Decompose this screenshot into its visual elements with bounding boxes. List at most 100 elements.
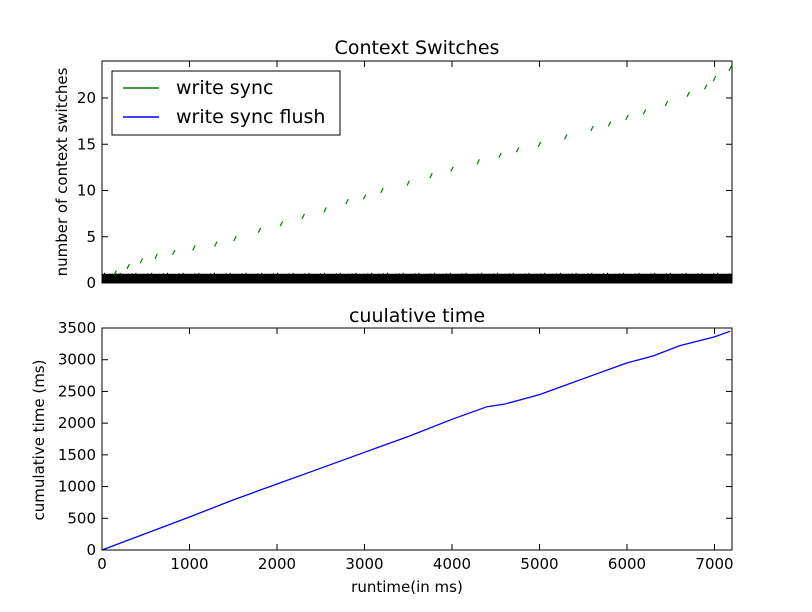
band-speck <box>697 273 699 275</box>
band-speck <box>324 272 326 275</box>
band-speck <box>280 274 282 276</box>
band-speck <box>123 274 125 276</box>
y-tick-label: 1500 <box>58 446 96 464</box>
band-speck <box>603 273 605 275</box>
top-ticks: 0 5 10 15 20 <box>77 61 732 292</box>
band-speck <box>520 273 522 276</box>
series-cumulative-time <box>101 330 731 551</box>
write-sync-point <box>476 159 480 165</box>
band-speck <box>638 272 640 275</box>
band-speck <box>611 274 612 276</box>
band-speck <box>673 274 675 276</box>
band-speck <box>131 273 133 275</box>
band-speck <box>485 274 487 276</box>
band-speck <box>143 273 145 276</box>
band-speck <box>170 274 172 276</box>
band-speck <box>398 273 400 275</box>
band-speck <box>489 273 491 276</box>
band-speck <box>536 273 538 276</box>
band-speck <box>469 274 471 276</box>
band-speck <box>104 272 105 275</box>
write-sync-point <box>515 147 520 153</box>
band-speck <box>618 273 620 275</box>
band-speck <box>681 273 683 275</box>
band-speck <box>575 272 577 275</box>
bottom-ticks: 0 500 1000 1500 2000 2500 3000 3500 0 1000 2000 300… <box>58 319 734 573</box>
y-tick-label: 5 <box>86 228 96 246</box>
band-speck <box>210 273 212 275</box>
band-speck <box>135 272 137 275</box>
band-speck <box>579 274 581 276</box>
band-speck <box>583 273 585 276</box>
write-sync-point <box>607 121 612 127</box>
band-speck <box>253 273 255 276</box>
write-sync-point <box>362 194 367 200</box>
x-tick-label: 1000 <box>170 555 208 573</box>
band-speck <box>524 273 526 275</box>
band-speck <box>481 272 483 275</box>
write-sync-point <box>450 166 454 172</box>
band-speck <box>548 274 550 276</box>
band-speck <box>552 273 553 276</box>
band-speck <box>709 273 711 276</box>
band-speck <box>241 273 243 275</box>
band-speck <box>162 273 164 275</box>
band-speck <box>512 272 514 275</box>
band-speck <box>383 273 384 275</box>
write-sync-point <box>380 187 384 194</box>
band-speck <box>355 272 357 275</box>
band-speck <box>677 273 679 276</box>
band-speck <box>229 272 231 275</box>
band-speck <box>504 273 506 276</box>
band-speck <box>304 273 306 275</box>
band-speck <box>343 274 345 276</box>
band-speck <box>717 272 719 275</box>
band-speck <box>300 273 302 276</box>
band-speck <box>713 273 715 275</box>
band-speck <box>387 272 388 275</box>
band-speck <box>390 274 392 276</box>
band-speck <box>497 272 498 275</box>
write-sync-point <box>703 84 708 90</box>
band-speck <box>693 273 695 276</box>
band-speck <box>292 272 294 275</box>
band-speck <box>540 273 542 275</box>
x-axis-label: runtime(in ms) <box>351 578 463 596</box>
band-speck <box>591 272 593 275</box>
write-sync-point <box>154 253 158 259</box>
chart-title: cuulative time <box>349 305 485 327</box>
band-speck <box>237 273 239 276</box>
band-speck <box>249 274 251 276</box>
band-speck <box>316 273 318 276</box>
band-speck <box>508 273 510 275</box>
band-speck <box>394 273 396 276</box>
band-speck <box>563 274 565 276</box>
band-speck <box>284 273 286 276</box>
band-speck <box>221 273 223 276</box>
band-speck <box>147 273 149 275</box>
y-tick-label: 20 <box>77 89 96 107</box>
band-speck <box>367 273 369 275</box>
band-speck <box>626 274 628 276</box>
band-speck <box>607 272 608 275</box>
bottom-marks <box>101 330 731 551</box>
band-speck <box>532 274 534 276</box>
y-tick-label: 500 <box>67 509 96 527</box>
band-speck <box>198 272 200 275</box>
band-speck <box>359 274 361 276</box>
y-tick-label: 2500 <box>58 382 96 400</box>
band-speck <box>654 272 656 275</box>
band-speck <box>418 272 420 275</box>
band-speck <box>186 274 188 276</box>
band-speck <box>721 274 722 276</box>
write-sync-point <box>498 152 502 158</box>
y-tick-label: 0 <box>86 274 96 292</box>
band-speck <box>308 272 310 275</box>
legend-box <box>111 70 341 136</box>
band-speck <box>331 273 333 276</box>
band-speck <box>151 272 153 275</box>
band-speck <box>257 273 259 275</box>
band-speck <box>273 273 274 275</box>
cumulative-time-panel: cuulative time cumulative time (ms) runt… <box>30 305 734 596</box>
